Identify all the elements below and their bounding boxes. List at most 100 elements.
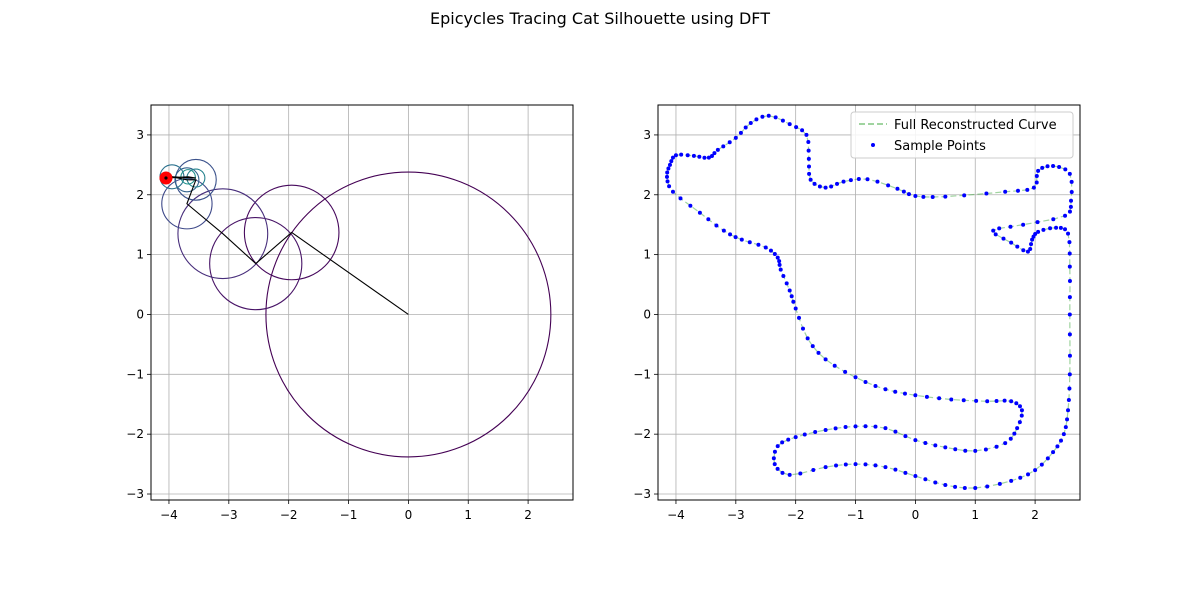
sample-point: [893, 389, 898, 394]
sample-point: [1034, 173, 1039, 178]
sample-point: [863, 379, 868, 384]
sample-point: [1059, 438, 1064, 443]
x-tick-label: −2: [787, 508, 805, 522]
sample-point: [1034, 180, 1039, 185]
epicycle-circle: [177, 188, 269, 280]
sample-point: [747, 240, 752, 245]
epicycle-circle: [243, 184, 340, 281]
sample-point: [1025, 249, 1030, 254]
sample-point: [813, 430, 818, 435]
sample-point: [834, 463, 839, 468]
sample-point: [962, 193, 967, 198]
sample-point: [1009, 399, 1014, 404]
sample-point: [714, 223, 719, 228]
sample-point: [985, 484, 990, 489]
sample-point: [823, 185, 828, 190]
sample-point: [773, 115, 778, 120]
sample-point: [775, 466, 780, 471]
sample-point: [673, 153, 678, 158]
sample-point: [1036, 229, 1041, 234]
sample-point: [780, 118, 785, 123]
sample-point: [1069, 179, 1074, 184]
sample-point: [805, 336, 810, 341]
y-tick-label: 0: [643, 307, 651, 321]
sample-point: [823, 357, 828, 362]
sample-point: [678, 196, 683, 201]
epicycle-circle: [265, 171, 552, 458]
sample-point: [893, 467, 898, 472]
sample-point: [721, 144, 726, 149]
sample-point: [863, 424, 868, 429]
sample-point: [1061, 432, 1066, 437]
sample-point: [796, 315, 801, 320]
sample-point: [1031, 234, 1036, 239]
sample-point: [739, 237, 744, 242]
sample-point: [853, 375, 858, 380]
sample-point: [1026, 472, 1031, 477]
sample-point: [691, 153, 696, 158]
sample-point: [1063, 425, 1068, 430]
sample-point: [1067, 312, 1072, 317]
y-tick-label: 0: [136, 307, 144, 321]
x-tick-label: 0: [912, 508, 920, 522]
sample-point: [893, 429, 898, 434]
sample-point: [1003, 189, 1008, 194]
sample-point: [1021, 248, 1026, 253]
sample-point: [811, 468, 816, 473]
sample-point: [667, 162, 672, 167]
sample-point: [806, 164, 811, 169]
sample-point: [961, 398, 966, 403]
axes-frame: [657, 104, 1081, 501]
panel-left: −4 −3 −2 −1 0 1 2 −3 −2 −1 0 1 2 3: [126, 104, 574, 522]
sample-point: [666, 166, 671, 171]
plot-area: [159, 158, 552, 458]
sample-point: [984, 191, 989, 196]
sample-point: [856, 176, 861, 181]
sample-point: [1040, 165, 1045, 170]
sample-point: [823, 465, 828, 470]
sample-point: [924, 394, 929, 399]
y-tick-label: −2: [126, 427, 144, 441]
sample-point: [772, 462, 777, 467]
sample-point: [991, 228, 996, 233]
sample-point: [1055, 444, 1060, 449]
sample-point: [943, 445, 948, 450]
sample-point: [712, 151, 717, 156]
sample-point: [829, 184, 834, 189]
sample-point: [1051, 450, 1056, 455]
sample-point: [913, 438, 918, 443]
plot-area: [664, 113, 1074, 491]
sample-point: [1066, 398, 1071, 403]
y-tick-label: −2: [633, 427, 651, 441]
sample-point: [913, 193, 918, 198]
sample-point: [812, 181, 817, 186]
sample-point: [1028, 247, 1033, 252]
x-tick-label: −1: [340, 508, 358, 522]
sample-point: [721, 228, 726, 233]
sample-point: [1054, 225, 1059, 230]
sample-point: [901, 189, 906, 194]
sample-point: [1014, 401, 1019, 406]
sample-point: [943, 194, 948, 199]
sample-point: [913, 474, 918, 479]
sample-point: [1008, 436, 1013, 441]
sample-point: [843, 369, 848, 374]
sample-point: [883, 387, 888, 392]
sample-point: [793, 435, 798, 440]
y-tick-label: −3: [126, 487, 144, 501]
sample-point: [1003, 441, 1008, 446]
y-tick-label: 3: [136, 128, 144, 142]
sample-point: [685, 153, 690, 158]
x-tick-label: 1: [971, 508, 979, 522]
legend: Full Reconstructed Curve Sample Points: [850, 111, 1074, 159]
y-tick-label: 3: [643, 128, 651, 142]
sample-point: [665, 170, 670, 175]
sample-point: [667, 184, 672, 189]
sample-point: [786, 437, 791, 442]
sample-point: [706, 155, 711, 160]
sample-point: [794, 125, 799, 130]
sample-point: [715, 147, 720, 152]
sample-point: [865, 177, 870, 182]
sample-point: [806, 140, 811, 145]
